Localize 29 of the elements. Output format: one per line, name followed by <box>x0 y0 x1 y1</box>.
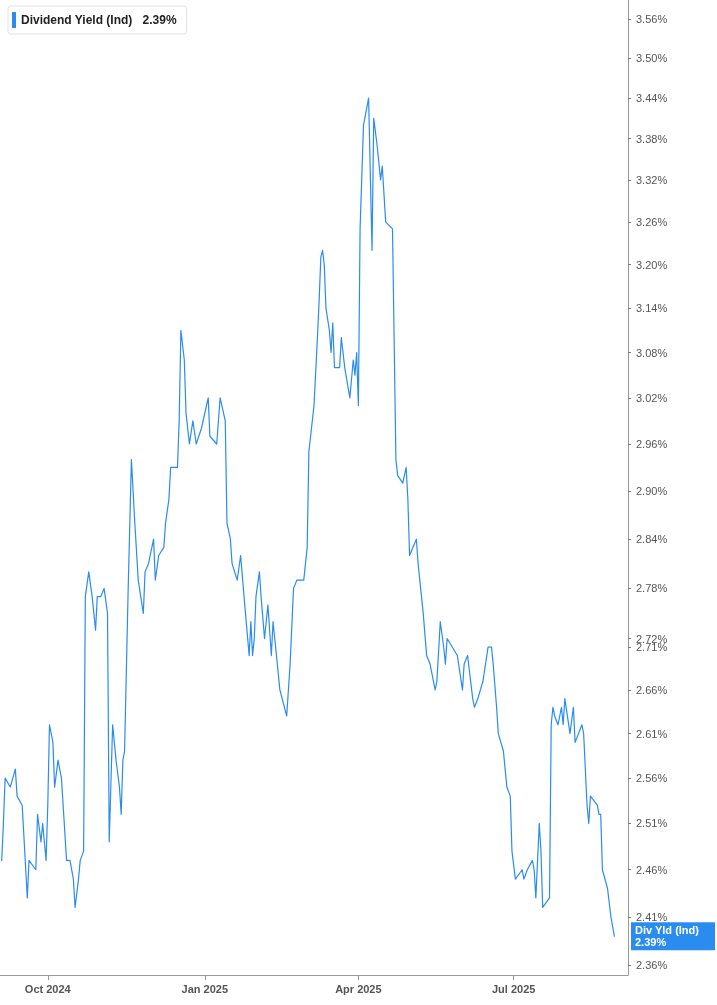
x-tick-label: Jan 2025 <box>181 982 229 995</box>
y-tick-label: 3.14% <box>636 302 668 315</box>
text: Div Yld (Ind) 2.39% <box>635 924 703 949</box>
x-tick-label: Jul 2025 <box>491 982 536 995</box>
y-tick-label: 2.90% <box>636 485 668 498</box>
y-tick-label: 2.51% <box>636 817 668 830</box>
y-tick-label: 2.46% <box>636 863 668 876</box>
y-tick-label: 3.56% <box>636 13 668 26</box>
x-tick-label: Apr 2025 <box>335 982 382 995</box>
y-tick-label: 3.32% <box>636 173 668 186</box>
annotation: 2.39% <box>142 13 177 27</box>
y-tick-label: 2.61% <box>636 727 668 740</box>
y-tick-label: 3.08% <box>636 346 668 359</box>
y-tick-label: 2.36% <box>636 959 668 972</box>
y-tick-label: 3.02% <box>636 391 668 404</box>
y-tick-label: 3.38% <box>636 132 668 145</box>
y-tick-label: 3.20% <box>636 258 668 271</box>
y-tick-label: 2.78% <box>636 582 668 595</box>
y-tick-label: 2.66% <box>636 683 668 696</box>
y-tick-label: 2.96% <box>636 438 668 450</box>
y-tick-label: 3.50% <box>636 52 668 65</box>
x-tick-label: Oct 2024 <box>24 982 72 995</box>
y-tick-label: 2.41% <box>636 910 668 923</box>
y-tick-label: 2.56% <box>636 772 668 785</box>
y-tick-label: 2.84% <box>636 533 668 546</box>
legend-label: Dividend Yield (Ind) <box>21 13 133 27</box>
y-tick-label: 3.26% <box>636 215 668 228</box>
line-series <box>1 97 615 937</box>
y-tick-label: 3.44% <box>636 92 668 105</box>
